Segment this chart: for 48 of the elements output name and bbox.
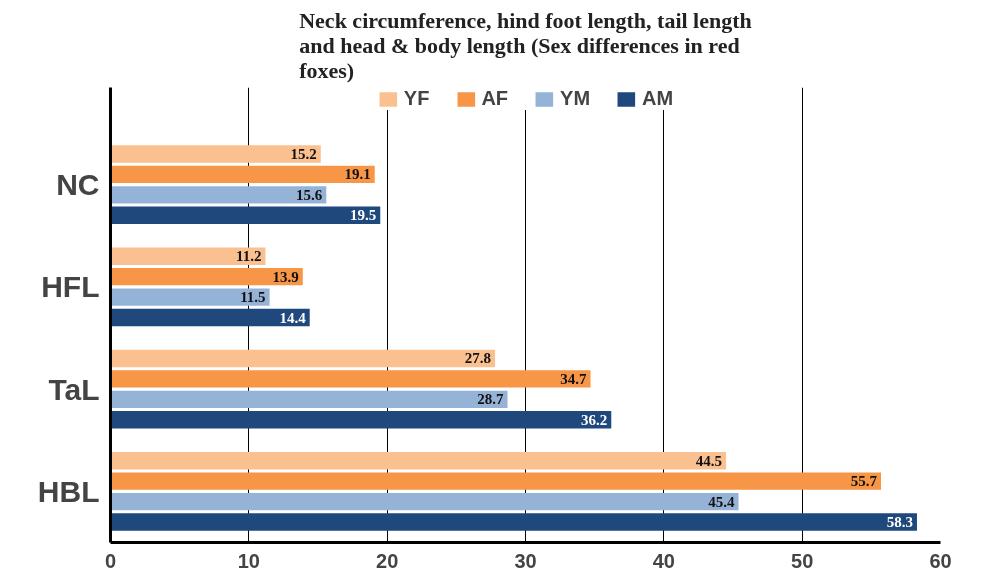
x-tick-label: 40: [652, 549, 675, 572]
x-tick-label: 20: [376, 549, 399, 572]
bar: [110, 247, 266, 265]
data-label: 55.7: [850, 473, 878, 490]
data-label: 45.4: [708, 493, 736, 510]
y-tick-label: NC: [56, 168, 100, 202]
data-label: 11.2: [236, 248, 262, 265]
y-tick-label: HBL: [37, 474, 100, 508]
data-label: 28.7: [477, 391, 505, 408]
y-tick-label: HFL: [41, 270, 100, 304]
legend-label: AF: [481, 87, 509, 110]
data-label: 15.6: [296, 186, 323, 203]
data-label: 36.2: [581, 411, 608, 428]
legend-label: YM: [560, 87, 591, 110]
data-label: 34.7: [560, 370, 588, 387]
chart-title: Neck circumference, hind foot length, tail length and head & body length (Sex differences in red foxes): [299, 7, 752, 83]
bar: [110, 288, 270, 306]
data-label: 19.5: [350, 207, 377, 224]
bar: [110, 165, 375, 184]
data-label: 27.8: [464, 350, 492, 367]
bar: [110, 308, 310, 327]
x-tick-label: 60: [929, 549, 952, 572]
legend-label: AM: [642, 87, 674, 110]
bar: [110, 267, 303, 286]
bar: [110, 186, 327, 204]
data-label: 58.3: [886, 514, 913, 531]
bar: [110, 492, 739, 511]
legend-label: YF: [403, 87, 430, 110]
data-label: 44.5: [695, 452, 723, 469]
x-tick-label: 10: [237, 549, 260, 572]
bar: [110, 513, 917, 531]
bar: [110, 349, 496, 368]
data-label: 15.2: [290, 145, 317, 162]
bar: [110, 452, 727, 470]
data-label: 14.4: [279, 309, 307, 326]
bar: [110, 472, 882, 490]
bar: [110, 390, 508, 409]
bar: [110, 206, 381, 224]
data-label: 11.5: [240, 289, 266, 306]
y-tick-label: TaL: [48, 372, 100, 406]
x-tick-label: 0: [104, 549, 117, 572]
bar: [110, 145, 321, 163]
bar: [110, 411, 612, 429]
x-tick-label: 50: [791, 549, 814, 572]
data-label: 19.1: [344, 166, 371, 183]
bar: [110, 370, 591, 388]
x-tick-label: 30: [514, 549, 537, 572]
data-label: 13.9: [272, 268, 299, 285]
